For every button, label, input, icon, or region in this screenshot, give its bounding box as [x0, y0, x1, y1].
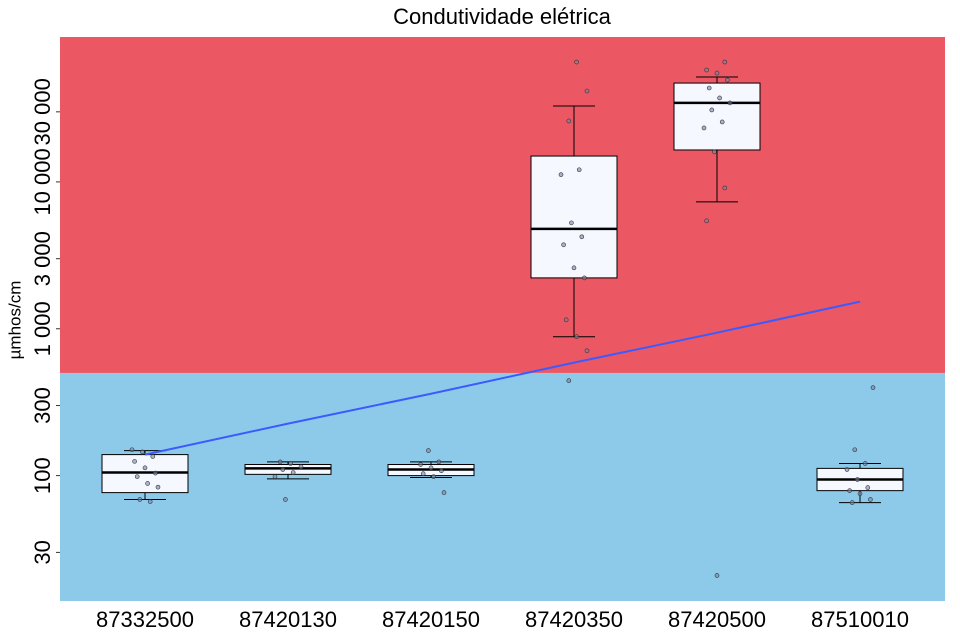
data-point — [428, 465, 434, 471]
data-point — [290, 470, 296, 475]
data-point — [420, 471, 426, 477]
data-point — [436, 459, 442, 465]
data-point — [129, 447, 135, 453]
data-point — [563, 317, 569, 323]
y-tick-label: 30 000 — [30, 78, 55, 145]
data-point — [574, 334, 579, 339]
data-point — [566, 118, 572, 124]
data-point — [571, 265, 577, 271]
data-point — [441, 490, 447, 495]
data-point — [868, 497, 873, 502]
data-point — [709, 107, 715, 113]
data-point — [704, 67, 709, 73]
band-above — [60, 37, 945, 373]
data-point — [704, 218, 709, 224]
data-point — [844, 467, 850, 472]
data-point — [140, 449, 145, 455]
data-point — [722, 185, 728, 191]
data-point — [150, 454, 156, 459]
data-point — [579, 234, 585, 240]
box — [530, 155, 618, 279]
x-tick-label: 87420350 — [525, 607, 623, 632]
data-point — [288, 461, 293, 466]
y-tick-label: 1 000 — [30, 301, 55, 356]
data-point — [283, 497, 288, 502]
chart-title: Condutividade elétrica — [393, 4, 611, 29]
data-point — [582, 275, 587, 281]
data-point — [722, 59, 728, 65]
data-point — [558, 172, 564, 177]
data-point — [714, 573, 720, 578]
trend-line — [144, 300, 861, 456]
data-point — [714, 70, 720, 76]
data-point — [712, 149, 717, 155]
y-axis-title: µmhos/cm — [5, 281, 24, 360]
y-tick-label: 3 000 — [30, 231, 55, 286]
data-point — [847, 488, 852, 493]
box — [673, 82, 761, 151]
data-point — [145, 481, 150, 486]
data-point — [849, 500, 855, 505]
data-point — [725, 77, 730, 83]
data-point — [418, 462, 423, 467]
data-point — [155, 484, 161, 490]
data-point — [134, 474, 140, 479]
data-point — [277, 459, 283, 465]
data-point — [439, 468, 444, 474]
data-point — [137, 497, 143, 502]
x-tick-label: 87420150 — [382, 607, 480, 632]
band-below — [60, 372, 945, 601]
y-tick-label: 300 — [30, 387, 55, 424]
data-point — [142, 465, 148, 471]
data-point — [870, 385, 876, 390]
data-point — [426, 448, 431, 453]
x-tick-label: 87332500 — [96, 607, 194, 632]
data-point — [561, 242, 566, 248]
data-point — [701, 125, 707, 131]
y-tick-label: 10 000 — [30, 148, 55, 215]
data-point — [280, 467, 286, 472]
y-tick-label: 100 — [30, 457, 55, 494]
data-point — [857, 491, 863, 496]
data-point — [584, 88, 590, 94]
x-tick-label: 87510010 — [811, 607, 909, 632]
data-point — [852, 447, 858, 453]
data-point — [862, 461, 868, 466]
data-point — [153, 470, 158, 476]
data-point — [727, 100, 733, 106]
data-point — [298, 464, 304, 469]
data-point — [584, 348, 590, 354]
data-point — [147, 499, 153, 504]
data-point — [717, 95, 722, 101]
data-point — [719, 119, 725, 125]
data-point — [574, 59, 579, 65]
x-tick-label: 87420130 — [239, 607, 337, 632]
data-point — [431, 474, 436, 479]
data-point — [569, 220, 574, 226]
data-point — [132, 459, 137, 464]
x-tick-label: 87420500 — [668, 607, 766, 632]
data-point — [272, 474, 278, 479]
y-tick-label: 30 — [30, 540, 55, 564]
data-point — [566, 378, 572, 383]
data-point — [855, 477, 860, 482]
data-point — [706, 85, 712, 91]
data-point — [865, 485, 871, 490]
data-point — [576, 167, 582, 173]
